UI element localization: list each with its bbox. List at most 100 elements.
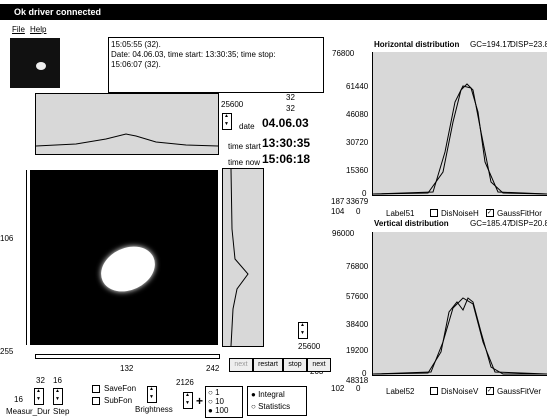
gaussfit-checkbox[interactable]: ✓ bbox=[486, 209, 494, 217]
step-label: Step bbox=[53, 407, 69, 416]
measur-value: 32 bbox=[36, 376, 45, 385]
h-left-value: 33679 bbox=[346, 197, 368, 206]
radio-label: 1 bbox=[215, 388, 219, 397]
radio-label: 10 bbox=[215, 397, 224, 406]
gaussfit-label: GaussFitVer bbox=[497, 387, 541, 396]
next-button[interactable]: next bbox=[307, 358, 331, 372]
statistics-radio[interactable]: ○ Statistics bbox=[251, 402, 290, 411]
y-tick-label: 76800 bbox=[332, 49, 354, 58]
brightness-label: Brightness bbox=[135, 405, 173, 414]
horizontal-plot bbox=[372, 52, 547, 196]
date-label: date bbox=[239, 122, 255, 131]
brightness-value-spinner[interactable] bbox=[183, 392, 193, 409]
label52: Label52 bbox=[386, 387, 414, 396]
scale-radio[interactable]: ○ 1 bbox=[208, 388, 220, 397]
radio-label: 100 bbox=[215, 406, 228, 415]
y-tick-label: 19200 bbox=[346, 346, 368, 355]
integral-radio[interactable]: ● Integral bbox=[251, 390, 285, 399]
side-max: 25600 bbox=[298, 342, 320, 351]
mode-group: ● Integral ○ Statistics bbox=[247, 386, 307, 416]
y-tick-label: 61440 bbox=[346, 82, 368, 91]
left-tick: 255 bbox=[0, 347, 13, 356]
subfon-label: SubFon bbox=[104, 396, 132, 405]
top-v1: 32 bbox=[286, 93, 295, 102]
scale-radio[interactable]: ○ 10 bbox=[208, 397, 224, 406]
measur-spin-value: 16 bbox=[14, 395, 23, 404]
step-value: 16 bbox=[53, 376, 62, 385]
disnoise-label: DisNoiseH bbox=[441, 209, 479, 218]
brightness-value: 2126 bbox=[176, 378, 194, 387]
vertical-plot bbox=[372, 232, 547, 376]
h-left-bottom: 104 bbox=[331, 207, 344, 216]
gaussfit-checkbox[interactable]: ✓ bbox=[486, 387, 494, 395]
side-profile bbox=[222, 168, 264, 347]
gaussfit-label: GaussFitHor bbox=[497, 209, 542, 218]
thumbnail bbox=[10, 38, 60, 88]
next-button-disabled: next bbox=[229, 358, 253, 372]
gc-value: GC=194.17 bbox=[470, 40, 511, 49]
now-label: time now bbox=[228, 158, 260, 167]
profile-curve bbox=[223, 169, 263, 346]
app-window: Ok driver connected File Help 15:05:55 (… bbox=[0, 0, 547, 418]
disnoise-label: DisNoiseV bbox=[441, 387, 478, 396]
stop-button[interactable]: stop bbox=[283, 358, 307, 372]
spinner[interactable] bbox=[222, 113, 232, 130]
left-scale bbox=[26, 170, 27, 345]
y-tick-label: 76800 bbox=[346, 262, 368, 271]
log-line: Date: 04.06.03, time start: 13:30:35; ti… bbox=[111, 50, 276, 59]
start-label: time start bbox=[228, 142, 261, 151]
radio-label: Integral bbox=[258, 390, 285, 399]
savefon-checkbox[interactable] bbox=[92, 385, 100, 393]
restart-button[interactable]: restart bbox=[253, 358, 283, 372]
menu-file[interactable]: File bbox=[12, 25, 25, 34]
profile-curve bbox=[36, 94, 218, 154]
spinner[interactable] bbox=[298, 322, 308, 339]
gauss-curves bbox=[373, 232, 547, 375]
disp-value: DISP=23.82 bbox=[510, 40, 547, 49]
log-line: 15:06:07 (32). bbox=[111, 60, 161, 69]
step-spinner[interactable] bbox=[53, 388, 63, 405]
gauss-curves bbox=[373, 52, 547, 195]
y-tick-label: 30720 bbox=[346, 138, 368, 147]
radio-label: Statistics bbox=[258, 402, 290, 411]
top-v2: 32 bbox=[286, 104, 295, 113]
now-value: 15:06:18 bbox=[262, 152, 310, 166]
camera-image bbox=[30, 170, 218, 345]
plus-sign: + bbox=[196, 394, 203, 408]
y-tick-label: 38400 bbox=[346, 320, 368, 329]
top-max: 25600 bbox=[221, 100, 243, 109]
menu-help[interactable]: Help bbox=[30, 25, 46, 34]
disnoise-checkbox[interactable] bbox=[430, 209, 438, 217]
log-line: 15:05:55 (32). bbox=[111, 40, 161, 49]
v-left-bottom: 102 bbox=[331, 384, 344, 393]
y-tick-label: 57600 bbox=[346, 292, 368, 301]
left-tick: 106 bbox=[0, 234, 13, 243]
savefon-label: SaveFon bbox=[104, 384, 136, 393]
bottom-tick: 132 bbox=[120, 364, 133, 373]
v-left-zero: 0 bbox=[356, 384, 360, 393]
measur-label: Measur_Dur bbox=[6, 407, 50, 416]
chart-title: Horizontal distribution bbox=[374, 40, 459, 49]
bottom-tick: 242 bbox=[206, 364, 219, 373]
measur-spinner[interactable] bbox=[34, 388, 44, 405]
start-value: 13:30:35 bbox=[262, 136, 310, 150]
scale-group: ○ 1 ○ 10 ● 100 bbox=[205, 386, 243, 418]
top-profile bbox=[35, 93, 219, 155]
h-left-top: 187 bbox=[331, 197, 344, 206]
chart-title: Vertical distribution bbox=[374, 219, 449, 228]
bottom-slider[interactable] bbox=[35, 354, 220, 359]
scale-radio[interactable]: ● 100 bbox=[208, 406, 228, 415]
disnoise-checkbox[interactable] bbox=[430, 387, 438, 395]
disp-value: DISP=20.80 bbox=[510, 219, 547, 228]
gc-value: GC=185.47 bbox=[470, 219, 511, 228]
window-title: Ok driver connected bbox=[14, 7, 101, 17]
label51: Label51 bbox=[386, 209, 414, 218]
log-box: 15:05:55 (32). Date: 04.06.03, time star… bbox=[108, 37, 324, 93]
brightness-spinner[interactable] bbox=[147, 386, 157, 403]
subfon-checkbox[interactable] bbox=[92, 397, 100, 405]
date-value: 04.06.03 bbox=[262, 116, 309, 130]
h-left-zero: 0 bbox=[356, 207, 360, 216]
y-tick-label: 96000 bbox=[332, 229, 354, 238]
y-tick-label: 46080 bbox=[346, 110, 368, 119]
y-tick-label: 15360 bbox=[346, 166, 368, 175]
